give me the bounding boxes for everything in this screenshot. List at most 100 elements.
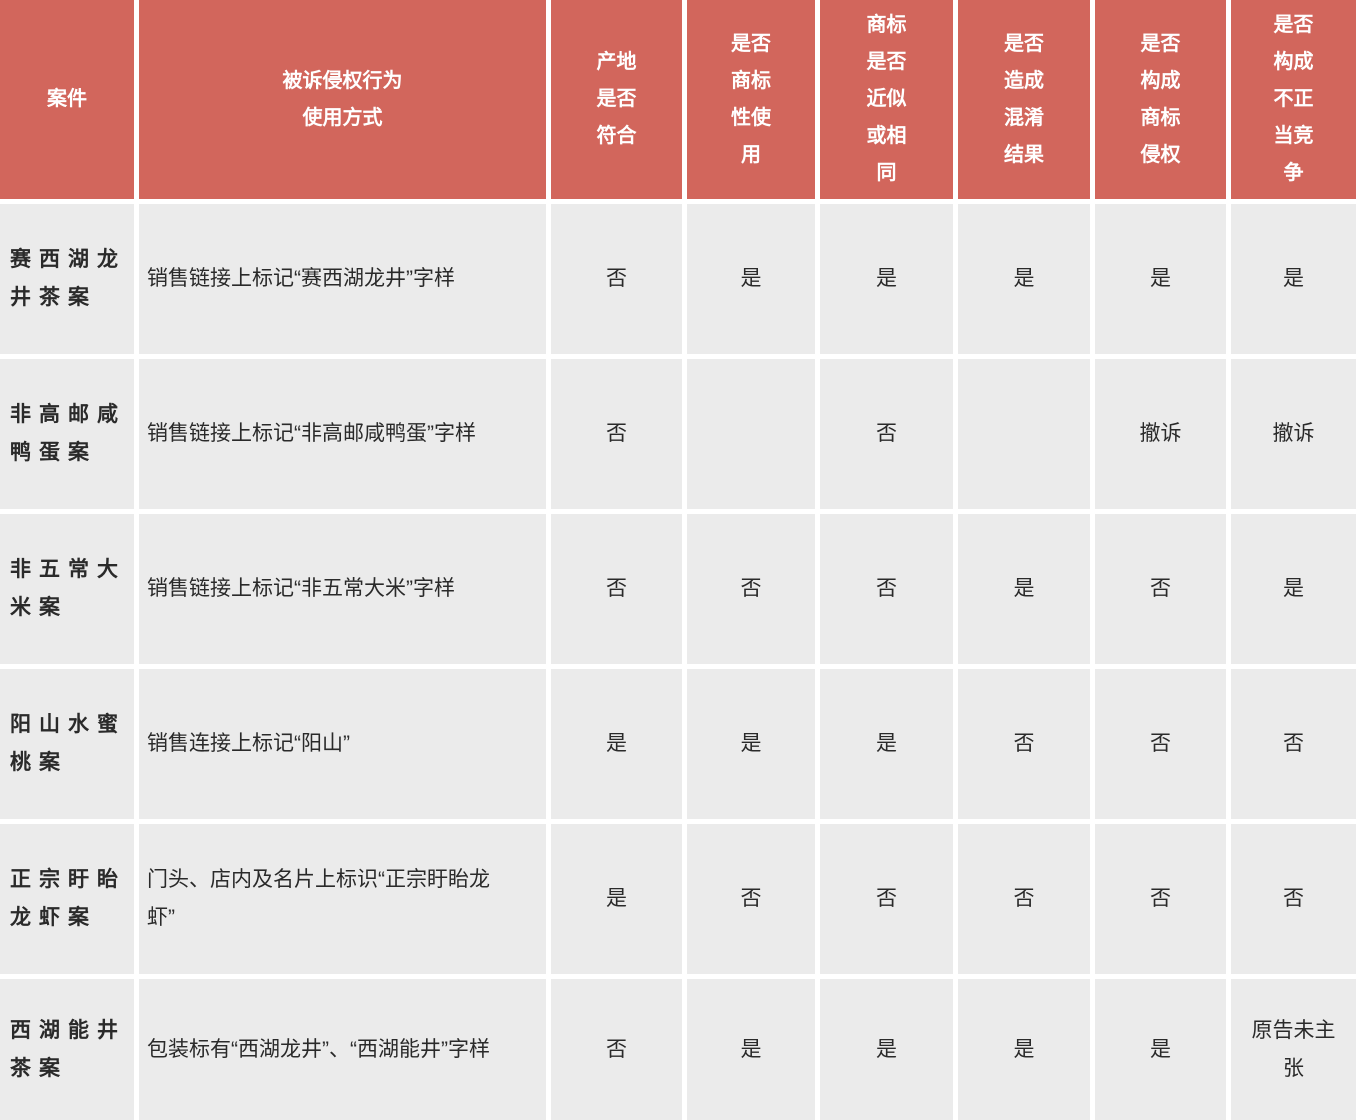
value-cell: 是	[958, 204, 1090, 354]
header-cell-origin-match: 产地是否符合	[551, 0, 682, 199]
value-cell: 是	[958, 514, 1090, 664]
value-cell: 是	[1231, 204, 1356, 354]
value-text: 否	[1150, 887, 1171, 911]
header-label-infringement: 是否构成商标侵权	[1140, 32, 1181, 166]
header-cell-infringement: 是否构成商标侵权	[1095, 0, 1226, 199]
usage-text: 门头、店内及名片上标识“正宗盱眙龙虾”	[147, 868, 490, 929]
value-cell: 是	[820, 669, 953, 819]
value-cell: 撤诉	[1095, 359, 1226, 509]
value-cell: 否	[958, 824, 1090, 974]
value-text: 是	[1283, 267, 1304, 291]
header-cell-confusion: 是否造成混淆结果	[958, 0, 1090, 199]
value-cell: 是	[551, 824, 682, 974]
header-cell-accused-usage: 被诉侵权行为 使用方式	[139, 0, 546, 199]
case-name-cell: 阳山水蜜桃案	[0, 669, 134, 819]
header-cell-similarity: 商标是否近似或相同	[820, 0, 953, 199]
value-text: 否	[876, 887, 897, 911]
case-name-cell: 非五常大米案	[0, 514, 134, 664]
value-cell: 否	[820, 824, 953, 974]
usage-cell: 包装标有“西湖龙井”、“西湖能井”字样	[139, 979, 546, 1120]
case-name-cell: 赛西湖龙井茶案	[0, 204, 134, 354]
value-cell	[958, 359, 1090, 509]
value-cell: 否	[1095, 514, 1226, 664]
value-text: 否	[740, 577, 762, 601]
header-cell-trademark-use: 是否商标性使用	[687, 0, 815, 199]
value-cell: 否	[958, 669, 1090, 819]
header-label-accused-usage: 被诉侵权行为 使用方式	[282, 69, 403, 129]
value-cell: 否	[551, 514, 682, 664]
value-cell: 否	[820, 514, 953, 664]
value-cell: 是	[820, 204, 953, 354]
value-text: 否	[606, 1037, 627, 1061]
usage-text: 包装标有“西湖龙井”、“西湖能井”字样	[147, 1037, 490, 1061]
value-text: 撤诉	[1139, 422, 1182, 446]
value-text: 撤诉	[1272, 422, 1315, 446]
header-label-similarity: 商标是否近似或相同	[866, 14, 907, 184]
value-cell	[687, 359, 815, 509]
value-cell: 否	[687, 514, 815, 664]
header-label-unfair-competition: 是否构成不正当竞争	[1273, 14, 1314, 184]
value-text: 是	[1150, 267, 1171, 291]
usage-text: 销售链接上标记“赛西湖龙井”字样	[147, 267, 455, 291]
value-cell: 是	[820, 979, 953, 1120]
value-text: 否	[606, 422, 627, 446]
value-text: 否	[1013, 887, 1035, 911]
value-text: 否	[1150, 577, 1171, 601]
usage-text: 销售链接上标记“非五常大米”字样	[147, 577, 455, 601]
value-cell: 否	[1231, 669, 1356, 819]
value-cell: 是	[687, 669, 815, 819]
value-text: 是	[740, 732, 762, 756]
value-text: 是	[1013, 267, 1035, 291]
value-text: 否	[1013, 732, 1035, 756]
value-cell: 撤诉	[1231, 359, 1356, 509]
usage-cell: 销售链接上标记“赛西湖龙井”字样	[139, 204, 546, 354]
case-name-cell: 正宗盱眙龙虾案	[0, 824, 134, 974]
case-name-cell: 西湖能井茶案	[0, 979, 134, 1120]
value-cell: 否	[551, 204, 682, 354]
value-cell: 否	[1095, 669, 1226, 819]
value-text: 否	[606, 577, 627, 601]
value-text: 是	[1150, 1037, 1171, 1061]
value-cell: 是	[1231, 514, 1356, 664]
usage-text: 销售连接上标记“阳山”	[147, 732, 350, 756]
header-label-case: 案件	[47, 88, 87, 110]
value-cell: 原告未主张	[1231, 979, 1356, 1120]
value-text: 是	[606, 887, 627, 911]
usage-cell: 销售连接上标记“阳山”	[139, 669, 546, 819]
value-cell: 是	[1095, 204, 1226, 354]
value-cell: 否	[551, 979, 682, 1120]
value-text: 原告未主张	[1251, 1018, 1336, 1080]
value-cell: 是	[551, 669, 682, 819]
value-text: 是	[740, 1037, 762, 1061]
header-cell-unfair-competition: 是否构成不正当竞争	[1231, 0, 1356, 199]
value-cell: 否	[1231, 824, 1356, 974]
header-label-trademark-use: 是否商标性使用	[731, 32, 771, 166]
value-text: 是	[1013, 1037, 1035, 1061]
value-cell: 是	[687, 204, 815, 354]
value-cell: 是	[687, 979, 815, 1120]
value-text: 是	[1283, 577, 1304, 601]
header-label-origin-match: 产地是否符合	[596, 51, 637, 147]
value-text: 是	[740, 267, 762, 291]
value-text: 否	[876, 577, 897, 601]
value-text: 否	[1283, 887, 1304, 911]
header-label-confusion: 是否造成混淆结果	[1004, 32, 1044, 166]
value-text: 是	[876, 732, 897, 756]
usage-cell: 门头、店内及名片上标识“正宗盱眙龙虾”	[139, 824, 546, 974]
value-cell: 是	[958, 979, 1090, 1120]
value-cell: 否	[820, 359, 953, 509]
value-text: 否	[740, 887, 762, 911]
value-cell: 否	[551, 359, 682, 509]
value-cell: 否	[1095, 824, 1226, 974]
value-cell: 是	[1095, 979, 1226, 1120]
header-cell-case: 案件	[0, 0, 134, 199]
case-name-cell: 非高邮咸鸭蛋案	[0, 359, 134, 509]
usage-text: 销售链接上标记“非高邮咸鸭蛋”字样	[147, 422, 476, 446]
value-text: 是	[876, 1037, 897, 1061]
value-text: 否	[876, 422, 897, 446]
value-text: 否	[606, 267, 627, 291]
value-text: 是	[606, 732, 627, 756]
value-cell: 否	[687, 824, 815, 974]
value-text: 否	[1150, 732, 1171, 756]
